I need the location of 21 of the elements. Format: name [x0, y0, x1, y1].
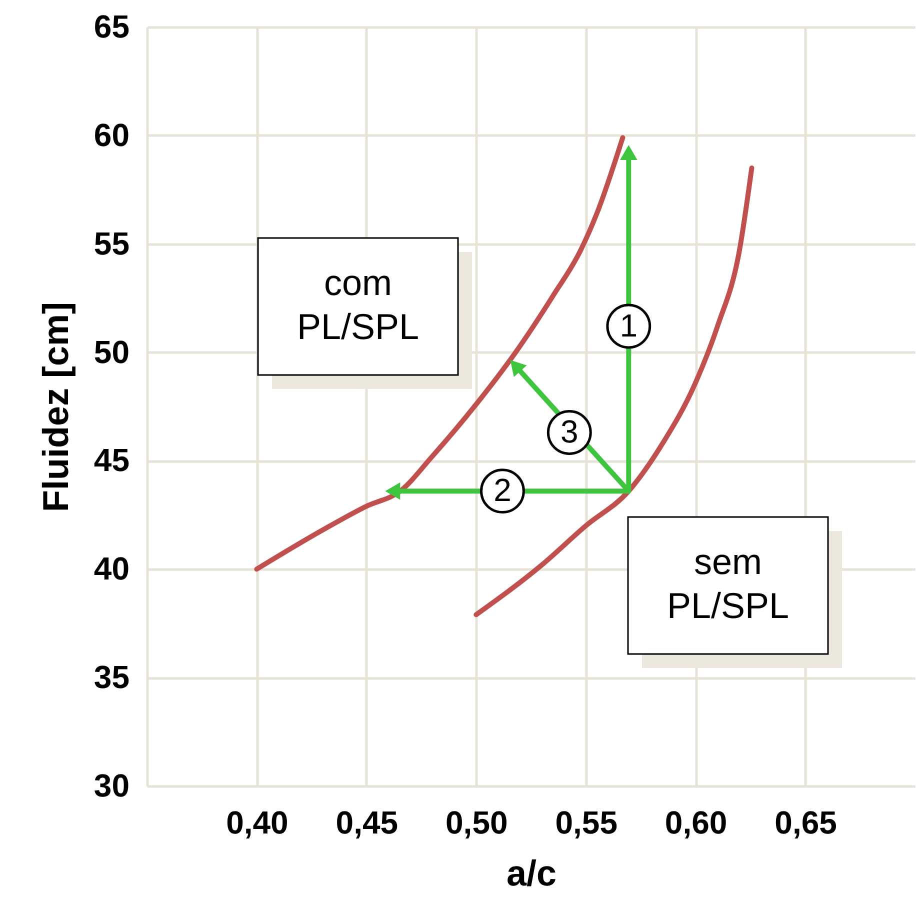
y-tick-label: 35	[94, 659, 130, 696]
annotation: 2	[494, 472, 512, 508]
y-tick-label: 60	[94, 116, 130, 153]
x-tick-label: 0,55	[555, 804, 618, 840]
annotation: 1	[620, 307, 638, 344]
y-tick-label: 45	[94, 442, 130, 478]
y-tick-label: 55	[94, 225, 130, 262]
x-tick-label: 0,45	[336, 804, 398, 840]
x-tick-label: 0,50	[446, 804, 508, 840]
series-label: sem PL/SPL	[666, 541, 790, 626]
x-axis-title: a/c	[506, 852, 557, 894]
x-tick-label: 0,60	[664, 804, 728, 840]
y-tick-label: 65	[94, 8, 130, 44]
y-tick-label: 40	[94, 550, 130, 587]
y-tick-label: 50	[94, 334, 130, 370]
y-tick-label: 30	[94, 768, 130, 804]
annotation: 3	[560, 414, 578, 450]
y-axis-title: Fluidez [cm]	[34, 302, 76, 512]
x-tick-label: 0,65	[774, 804, 837, 840]
text: com PL/SPL	[296, 262, 420, 347]
x-tick-label: 0,40	[226, 804, 288, 840]
